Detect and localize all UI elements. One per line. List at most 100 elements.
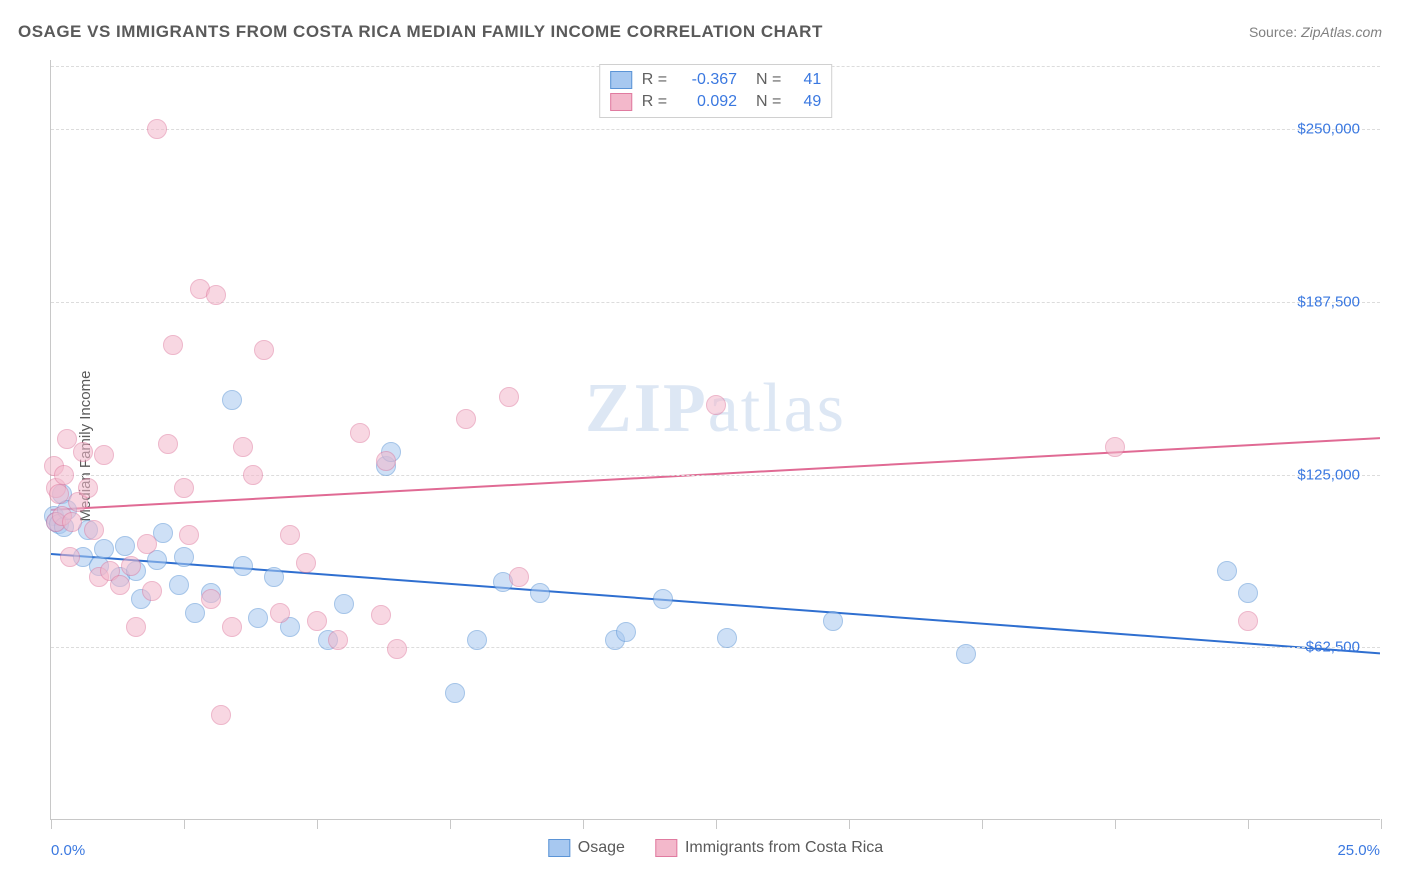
scatter-plot: ZIPatlas R =-0.367 N =41R =0.092 N =49 0… bbox=[50, 60, 1380, 820]
x-tick bbox=[317, 819, 318, 829]
data-point bbox=[456, 409, 476, 429]
source-citation: Source: ZipAtlas.com bbox=[1249, 24, 1382, 40]
r-value: 0.092 bbox=[677, 93, 737, 111]
data-point bbox=[110, 575, 130, 595]
r-label: R = bbox=[642, 71, 667, 89]
data-point bbox=[222, 390, 242, 410]
n-value: 41 bbox=[791, 71, 821, 89]
y-tick-label: $62,500 bbox=[1306, 639, 1360, 656]
data-point bbox=[499, 387, 519, 407]
data-point bbox=[445, 683, 465, 703]
gridline bbox=[51, 647, 1380, 648]
data-point bbox=[78, 478, 98, 498]
chart-title: OSAGE VS IMMIGRANTS FROM COSTA RICA MEDI… bbox=[18, 22, 823, 42]
n-label: N = bbox=[747, 93, 781, 111]
data-point bbox=[1217, 561, 1237, 581]
data-point bbox=[616, 622, 636, 642]
data-point bbox=[174, 478, 194, 498]
data-point bbox=[1238, 611, 1258, 631]
data-point bbox=[296, 553, 316, 573]
data-point bbox=[387, 639, 407, 659]
n-label: N = bbox=[747, 71, 781, 89]
series-legend: Osage Immigrants from Costa Rica bbox=[548, 839, 883, 857]
data-point bbox=[307, 611, 327, 631]
data-point bbox=[717, 628, 737, 648]
data-point bbox=[254, 340, 274, 360]
data-point bbox=[49, 484, 69, 504]
x-tick bbox=[849, 819, 850, 829]
x-tick bbox=[51, 819, 52, 829]
x-tick bbox=[1248, 819, 1249, 829]
data-point bbox=[243, 465, 263, 485]
gridline bbox=[51, 302, 1380, 303]
gridline bbox=[51, 129, 1380, 130]
legend-label: Osage bbox=[578, 839, 625, 857]
data-point bbox=[84, 520, 104, 540]
data-point bbox=[280, 525, 300, 545]
x-axis-min-label: 0.0% bbox=[51, 842, 85, 859]
legend-row: R = -0.367 N = 41 bbox=[610, 69, 822, 91]
data-point bbox=[201, 589, 221, 609]
data-point bbox=[248, 608, 268, 628]
data-point bbox=[115, 536, 135, 556]
legend-item: Osage bbox=[548, 839, 625, 857]
data-point bbox=[158, 434, 178, 454]
data-point bbox=[169, 575, 189, 595]
data-point bbox=[233, 556, 253, 576]
legend-row: R = 0.092 N = 49 bbox=[610, 91, 822, 113]
y-tick-label: $125,000 bbox=[1297, 466, 1360, 483]
source-label: Source: bbox=[1249, 24, 1297, 40]
x-tick bbox=[184, 819, 185, 829]
data-point bbox=[706, 395, 726, 415]
data-point bbox=[270, 603, 290, 623]
data-point bbox=[94, 539, 114, 559]
trend-lines bbox=[51, 60, 1380, 819]
legend-swatch bbox=[655, 839, 677, 857]
legend-item: Immigrants from Costa Rica bbox=[655, 839, 883, 857]
data-point bbox=[509, 567, 529, 587]
data-point bbox=[137, 534, 157, 554]
data-point bbox=[467, 630, 487, 650]
data-point bbox=[163, 335, 183, 355]
data-point bbox=[530, 583, 550, 603]
x-tick bbox=[583, 819, 584, 829]
data-point bbox=[147, 550, 167, 570]
data-point bbox=[60, 547, 80, 567]
data-point bbox=[823, 611, 843, 631]
legend-swatch bbox=[610, 93, 632, 111]
data-point bbox=[376, 451, 396, 471]
data-point bbox=[174, 547, 194, 567]
data-point bbox=[147, 119, 167, 139]
data-point bbox=[62, 512, 82, 532]
data-point bbox=[54, 465, 74, 485]
data-point bbox=[222, 617, 242, 637]
correlation-legend: R = -0.367 N = 41 R = 0.092 N = 49 bbox=[599, 64, 833, 118]
x-tick bbox=[1381, 819, 1382, 829]
data-point bbox=[371, 605, 391, 625]
data-point bbox=[206, 285, 226, 305]
y-tick-label: $187,500 bbox=[1297, 293, 1360, 310]
source-value: ZipAtlas.com bbox=[1301, 24, 1382, 40]
legend-swatch bbox=[610, 71, 632, 89]
data-point bbox=[1238, 583, 1258, 603]
data-point bbox=[1105, 437, 1125, 457]
legend-label: Immigrants from Costa Rica bbox=[685, 839, 883, 857]
data-point bbox=[73, 442, 93, 462]
x-axis-max-label: 25.0% bbox=[1337, 842, 1380, 859]
n-value: 49 bbox=[791, 93, 821, 111]
x-tick bbox=[982, 819, 983, 829]
r-value: -0.367 bbox=[677, 71, 737, 89]
data-point bbox=[328, 630, 348, 650]
data-point bbox=[185, 603, 205, 623]
data-point bbox=[350, 423, 370, 443]
data-point bbox=[653, 589, 673, 609]
x-tick bbox=[1115, 819, 1116, 829]
data-point bbox=[956, 644, 976, 664]
data-point bbox=[121, 556, 141, 576]
data-point bbox=[233, 437, 253, 457]
data-point bbox=[142, 581, 162, 601]
r-label: R = bbox=[642, 93, 667, 111]
data-point bbox=[179, 525, 199, 545]
legend-swatch bbox=[548, 839, 570, 857]
data-point bbox=[94, 445, 114, 465]
